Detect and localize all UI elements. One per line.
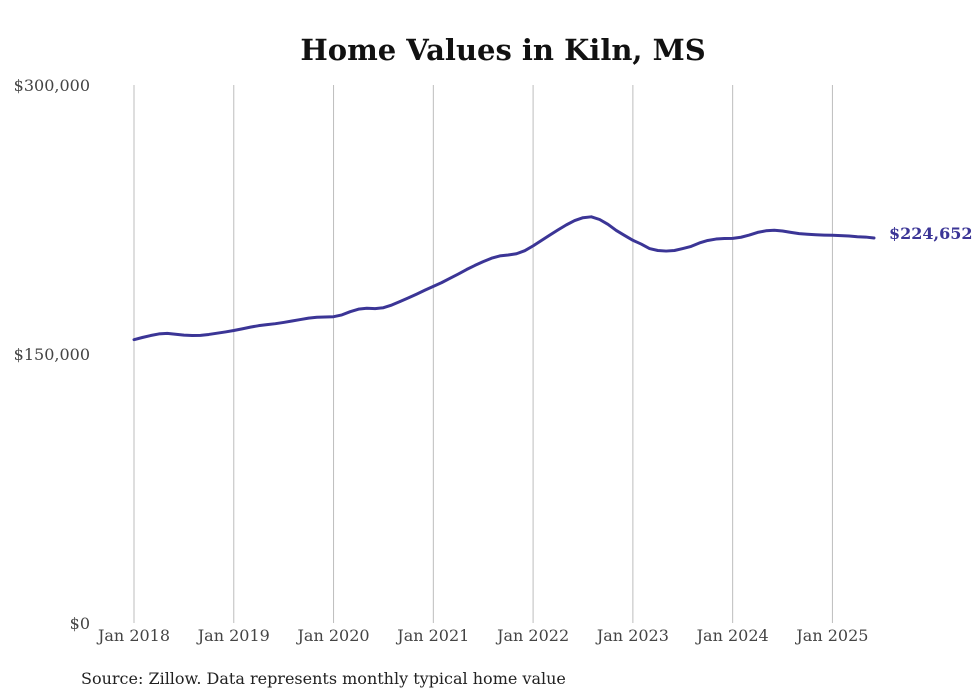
vertical-gridlines: [133, 85, 833, 623]
x-tick-label: Jan 2018: [96, 626, 170, 645]
y-tick-label: $150,000: [14, 345, 90, 364]
x-tick-label: Jan 2025: [794, 626, 868, 645]
chart-title: Home Values in Kiln, MS: [300, 33, 705, 67]
x-tick-label: Jan 2023: [595, 626, 669, 645]
x-tick-label: Jan 2024: [695, 626, 769, 645]
x-tick-label: Jan 2020: [296, 626, 370, 645]
source-note: Source: Zillow. Data represents monthly …: [81, 669, 566, 688]
series-line: [132, 215, 876, 342]
series-layer: $224,652: [132, 215, 973, 342]
x-tick-label: Jan 2019: [196, 626, 270, 645]
end-value-label: $224,652: [889, 224, 973, 243]
y-tick-label: $300,000: [14, 76, 90, 95]
x-axis-tick-labels: Jan 2018 Jan 2019 Jan 2020 Jan 2021 Jan 2022…: [96, 626, 868, 645]
y-tick-label: $0: [70, 614, 90, 633]
x-tick-label: Jan 2021: [395, 626, 469, 645]
y-axis-tick-labels: $0 $150,000 $300,000: [14, 76, 90, 633]
x-tick-label: Jan 2022: [495, 626, 569, 645]
